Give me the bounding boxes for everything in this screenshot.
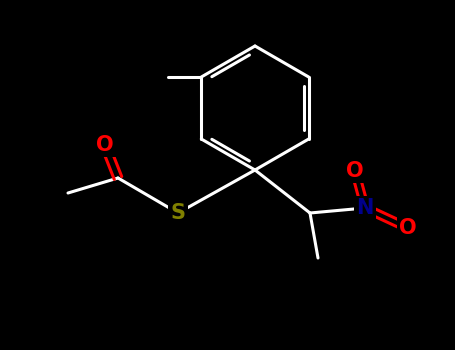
Text: O: O [399,218,417,238]
Text: S: S [171,203,186,223]
Text: O: O [96,135,114,155]
Text: O: O [346,161,364,181]
Text: N: N [356,198,374,218]
